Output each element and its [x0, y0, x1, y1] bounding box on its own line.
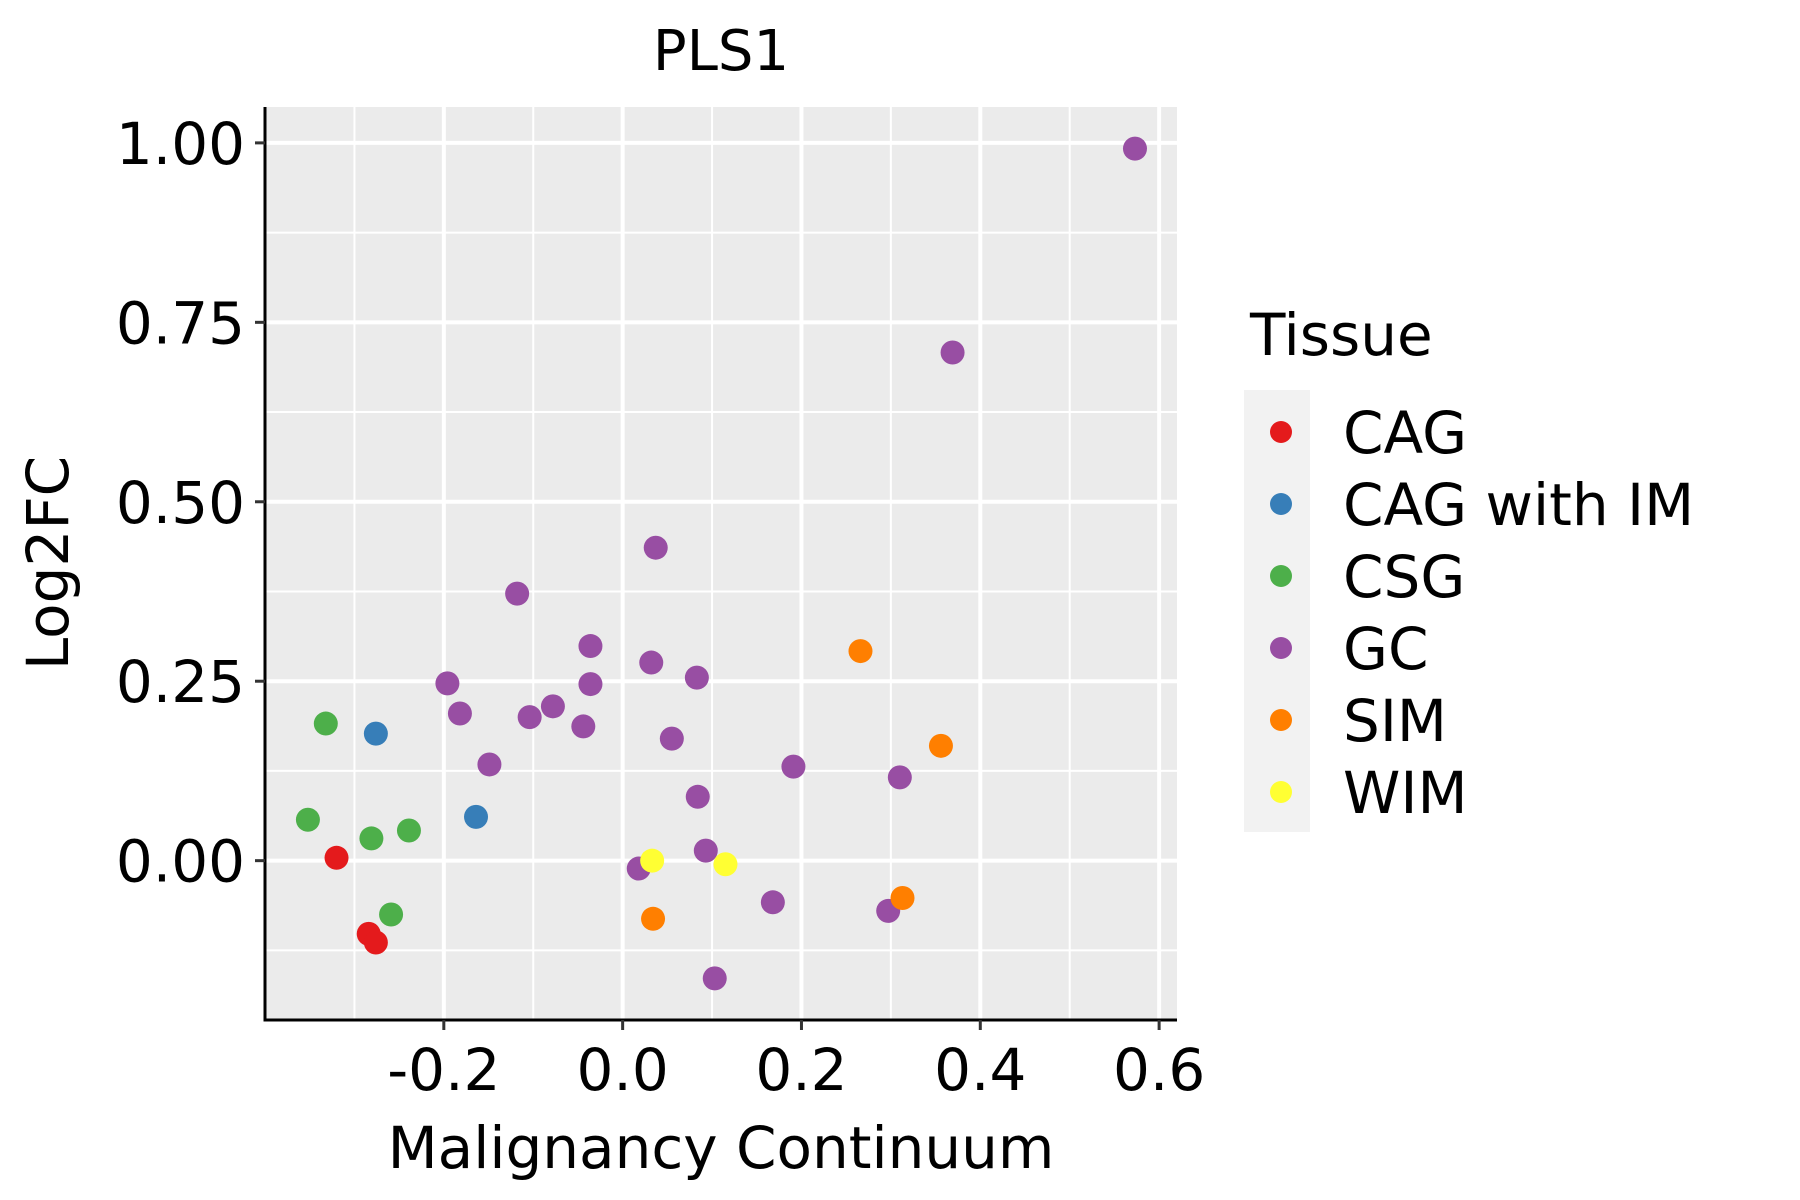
- legend-item: CAG: [1270, 399, 1467, 467]
- legend-key-icon: [1270, 781, 1292, 803]
- data-point-gc: [435, 671, 460, 696]
- legend-item: SIM: [1270, 687, 1447, 755]
- legend-label: CAG with IM: [1343, 471, 1694, 539]
- data-point-gc: [781, 754, 806, 779]
- plot-panel: [265, 107, 1177, 1020]
- data-point-gc: [643, 535, 668, 560]
- y-tick-label: 0.50: [116, 469, 245, 537]
- x-tick-label: 0.0: [577, 1036, 669, 1104]
- x-tick-label: 0.4: [934, 1036, 1026, 1104]
- y-tick-label: 0.75: [116, 289, 245, 357]
- data-point-gc: [578, 672, 603, 697]
- x-tick-label: 0.6: [1113, 1036, 1205, 1104]
- y-tick-label: 0.25: [116, 648, 245, 716]
- legend-label: SIM: [1343, 687, 1447, 755]
- legend-key-icon: [1270, 709, 1292, 731]
- legend-label: GC: [1343, 615, 1428, 683]
- legend-label: CAG: [1343, 399, 1467, 467]
- data-point-csg: [295, 807, 320, 832]
- legend-key-background: [1244, 390, 1310, 832]
- x-axis-title: Malignancy Continuum: [388, 1114, 1055, 1182]
- data-point-sim: [848, 639, 873, 664]
- data-point-cag-with-im: [464, 804, 489, 829]
- data-point-gc: [693, 838, 718, 863]
- legend-label: WIM: [1343, 759, 1468, 827]
- legend-key-icon: [1270, 421, 1292, 443]
- data-point-gc: [578, 634, 603, 659]
- data-point-gc: [940, 340, 965, 365]
- legend-item: WIM: [1270, 759, 1468, 827]
- data-point-gc: [1122, 136, 1147, 161]
- data-point-cag-with-im: [363, 721, 388, 746]
- data-point-sim: [641, 906, 666, 931]
- data-point-cag: [324, 845, 349, 870]
- legend-key-icon: [1270, 565, 1292, 587]
- y-axis-ticks: 0.00 0.25 0.50 0.75 1.00: [116, 110, 265, 896]
- data-point-gc: [477, 752, 502, 777]
- data-point-gc: [571, 714, 596, 739]
- y-axis-title: Log2FC: [14, 456, 82, 670]
- data-point-gc: [685, 784, 710, 809]
- legend-item: GC: [1270, 615, 1428, 683]
- legend-key-icon: [1270, 637, 1292, 659]
- data-point-gc: [702, 966, 727, 991]
- x-tick-label: -0.2: [387, 1036, 500, 1104]
- data-point-csg: [396, 818, 421, 843]
- data-point-wim: [713, 852, 738, 877]
- data-point-gc: [505, 581, 530, 606]
- data-point-csg: [379, 902, 404, 927]
- data-point-sim: [928, 733, 953, 758]
- data-point-csg: [313, 711, 338, 736]
- data-point-cag: [363, 930, 388, 955]
- y-tick-label: 1.00: [116, 110, 245, 178]
- legend-label: CSG: [1343, 543, 1465, 611]
- data-point-gc: [540, 694, 565, 719]
- major-gridlines: [265, 107, 1177, 1020]
- data-point-gc: [447, 701, 472, 726]
- x-tick-label: 0.2: [755, 1036, 847, 1104]
- legend-key-icon: [1270, 493, 1292, 515]
- data-point-gc: [887, 765, 912, 790]
- legend-item: CSG: [1270, 543, 1465, 611]
- data-points: [295, 136, 1147, 991]
- minor-gridlines: [265, 107, 1177, 1020]
- data-point-gc: [517, 705, 542, 730]
- data-point-sim: [890, 885, 915, 910]
- y-tick-label: 0.00: [116, 828, 245, 896]
- data-point-wim: [640, 848, 665, 873]
- legend-item: CAG with IM: [1270, 471, 1694, 539]
- data-point-csg: [359, 826, 384, 851]
- data-point-gc: [639, 650, 664, 675]
- data-point-gc: [760, 890, 785, 915]
- chart-title: PLS1: [653, 19, 789, 84]
- data-point-gc: [684, 665, 709, 690]
- legend-title: Tissue: [1249, 301, 1433, 369]
- x-axis-ticks: -0.2 0.0 0.2 0.4 0.6: [387, 1020, 1205, 1104]
- data-point-gc: [659, 726, 684, 751]
